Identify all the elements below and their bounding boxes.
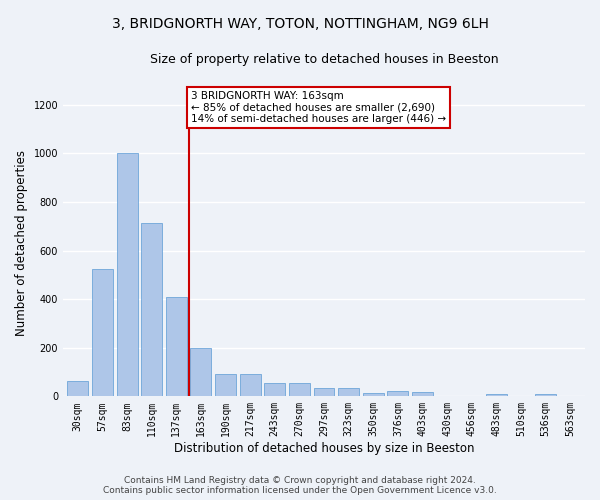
Bar [92, 269, 113, 396]
Bar [388, 392, 409, 396]
Y-axis label: Number of detached properties: Number of detached properties [15, 150, 28, 336]
Bar [166, 296, 187, 396]
Title: Size of property relative to detached houses in Beeston: Size of property relative to detached ho… [150, 52, 499, 66]
Text: Contains HM Land Registry data © Crown copyright and database right 2024.
Contai: Contains HM Land Registry data © Crown c… [103, 476, 497, 495]
Bar [141, 222, 162, 396]
Bar [67, 380, 88, 396]
Bar [338, 388, 359, 396]
Bar [239, 374, 260, 396]
Bar [116, 154, 137, 396]
Bar [289, 383, 310, 396]
Bar [215, 374, 236, 396]
Text: 3, BRIDGNORTH WAY, TOTON, NOTTINGHAM, NG9 6LH: 3, BRIDGNORTH WAY, TOTON, NOTTINGHAM, NG… [112, 18, 488, 32]
Bar [190, 348, 211, 397]
Bar [363, 392, 384, 396]
Bar [486, 394, 507, 396]
Bar [265, 383, 285, 396]
Bar [314, 388, 334, 396]
X-axis label: Distribution of detached houses by size in Beeston: Distribution of detached houses by size … [174, 442, 474, 455]
Bar [412, 392, 433, 396]
Text: 3 BRIDGNORTH WAY: 163sqm
← 85% of detached houses are smaller (2,690)
14% of sem: 3 BRIDGNORTH WAY: 163sqm ← 85% of detach… [191, 91, 446, 124]
Bar [535, 394, 556, 396]
